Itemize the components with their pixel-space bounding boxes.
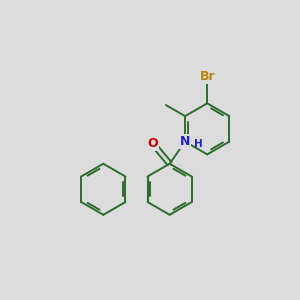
Text: Br: Br: [200, 70, 215, 83]
Text: O: O: [147, 136, 158, 150]
Text: H: H: [194, 139, 203, 149]
Text: N: N: [180, 135, 190, 148]
